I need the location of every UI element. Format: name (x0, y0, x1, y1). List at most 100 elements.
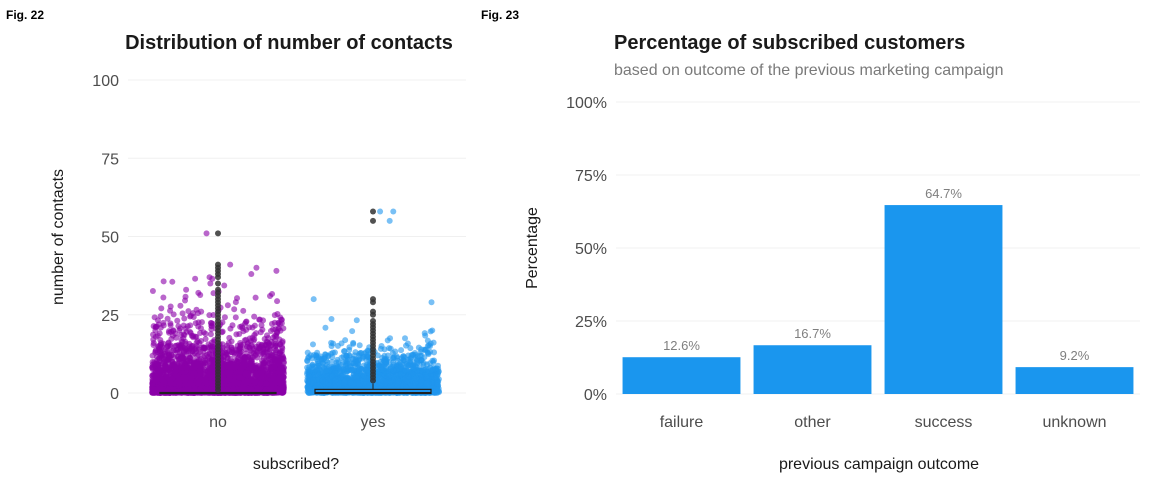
scatter-point (232, 314, 239, 321)
y-tick-label: 0 (110, 386, 119, 403)
scatter-point (251, 322, 258, 329)
scatter-point (206, 312, 213, 319)
scatter-point (234, 359, 241, 366)
scatter-point (156, 355, 163, 362)
scatter-point (167, 303, 174, 310)
scatter-point (394, 379, 401, 386)
scatter-point (209, 350, 216, 357)
scatter-point (280, 373, 287, 380)
scatter-point (248, 358, 255, 365)
scatter-point (234, 295, 241, 302)
scatter-point (236, 374, 243, 381)
scatter-point (171, 360, 178, 367)
scatter-point (240, 307, 247, 314)
scatter-point (243, 379, 250, 386)
scatter-point (274, 298, 281, 305)
scatter-point (201, 345, 208, 352)
y-tick-label: 75 (101, 151, 119, 168)
scatter-point (258, 364, 265, 371)
scatter-point (190, 332, 197, 339)
scatter-point (167, 320, 174, 327)
scatter-point (226, 370, 233, 377)
scatter-point (150, 341, 157, 348)
scatter-point (263, 380, 270, 387)
scatter-point (264, 361, 271, 368)
scatter-point (332, 377, 339, 384)
scatter-point (150, 386, 157, 393)
scatter-point (172, 330, 179, 337)
scatter-point (267, 292, 274, 299)
scatter-point (224, 302, 231, 309)
scatter-point (221, 353, 228, 360)
scatter-point (306, 373, 313, 380)
scatter-point (219, 341, 226, 348)
scatter-point (228, 338, 235, 345)
scatter-point (185, 308, 192, 315)
scatter-point (167, 342, 174, 349)
scatter-point (152, 360, 159, 367)
figure-label: Fig. 23 (481, 8, 520, 22)
scatter-point (413, 375, 420, 382)
scatter-point (353, 375, 360, 382)
scatter-point (206, 362, 213, 369)
scatter-point (221, 282, 228, 289)
scatter-point (275, 375, 282, 382)
scatter-point (203, 230, 210, 237)
scatter-point (158, 305, 165, 312)
scatter-point (276, 361, 283, 368)
scatter-point (162, 362, 169, 369)
scatter-point (160, 278, 167, 285)
scatter-point (188, 374, 195, 381)
scatter-point (160, 294, 167, 301)
scatter-point (271, 363, 278, 370)
scatter-point (260, 317, 267, 324)
y-tick-label: 50 (101, 230, 119, 247)
scatter-point (242, 371, 249, 378)
scatter-point (329, 372, 336, 379)
scatter-point (151, 314, 158, 321)
scatter-point (174, 317, 181, 324)
scatter-point (257, 329, 264, 336)
scatter-point (207, 319, 214, 326)
scatter-point (152, 323, 159, 330)
scatter-point (427, 368, 434, 375)
figure-label: Fig. 22 (6, 8, 45, 22)
scatter-point (280, 355, 287, 362)
scatter-point (268, 341, 275, 348)
scatter-point (434, 380, 441, 387)
scatter-point (202, 336, 209, 343)
scatter-point (149, 287, 156, 294)
scatter-point (183, 328, 190, 335)
scatter-point (272, 379, 279, 386)
scatter-point (257, 379, 264, 386)
scatter-point (164, 374, 171, 381)
scatter-point (159, 377, 166, 384)
scatter-point (201, 352, 208, 359)
scatter-point (200, 362, 207, 369)
scatter-point (264, 332, 271, 339)
scatter-point (310, 377, 317, 384)
y-tick-label: 25 (101, 308, 119, 325)
scatter-point (185, 348, 192, 355)
scatter-point (319, 377, 326, 384)
scatter-point (405, 373, 412, 380)
scatter-point (231, 378, 238, 385)
scatter-point (221, 362, 228, 369)
scatter-point (157, 341, 164, 348)
scatter-point (182, 338, 189, 345)
scatter-point (179, 310, 186, 317)
scatter-point (305, 389, 312, 396)
scatter-point (423, 380, 430, 387)
scatter-point (231, 306, 238, 313)
scatter-point (206, 274, 213, 281)
scatter-point (178, 331, 185, 338)
scatter-point (200, 329, 207, 336)
scatter-point (274, 310, 281, 317)
scatter-point (273, 333, 280, 340)
scatter-point (156, 330, 163, 337)
scatter-point (187, 380, 194, 387)
scatter-point (271, 319, 278, 326)
scatter-point (252, 373, 259, 380)
scatter-point (267, 371, 274, 378)
